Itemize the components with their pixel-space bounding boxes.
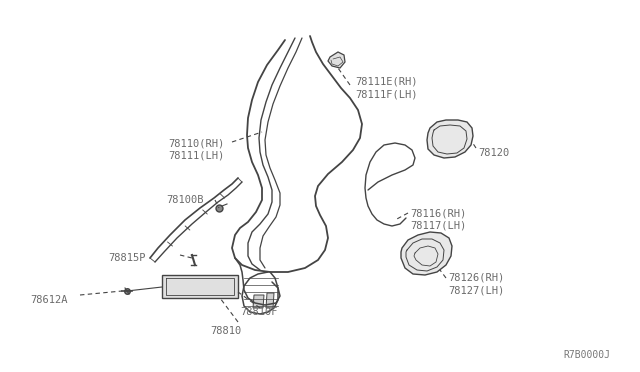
Text: 78100B: 78100B	[166, 195, 204, 205]
Text: 78120: 78120	[478, 148, 509, 158]
Text: 78110(RH)
78111(LH): 78110(RH) 78111(LH)	[168, 138, 224, 160]
Polygon shape	[427, 120, 473, 158]
Polygon shape	[253, 295, 264, 308]
Text: 78126(RH)
78127(LH): 78126(RH) 78127(LH)	[448, 273, 504, 295]
Text: 78810: 78810	[210, 326, 241, 336]
Text: 78815P: 78815P	[108, 253, 145, 263]
Text: 78612A: 78612A	[30, 295, 67, 305]
Text: 78111E(RH)
78111F(LH): 78111E(RH) 78111F(LH)	[355, 77, 417, 99]
Polygon shape	[162, 275, 238, 298]
Polygon shape	[266, 293, 274, 308]
Polygon shape	[328, 52, 345, 68]
Polygon shape	[401, 232, 452, 275]
Text: R7B0000J: R7B0000J	[563, 350, 610, 360]
Text: 78810F: 78810F	[240, 307, 278, 317]
Text: 78116(RH)
78117(LH): 78116(RH) 78117(LH)	[410, 208, 467, 230]
